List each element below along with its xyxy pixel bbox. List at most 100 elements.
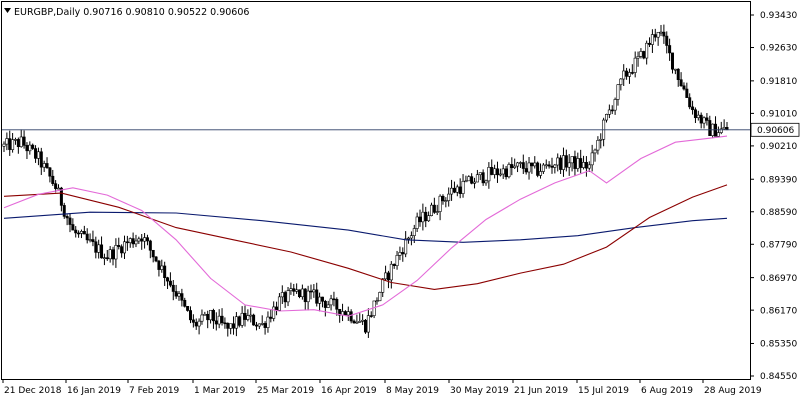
candle <box>143 233 147 249</box>
candle <box>214 312 218 331</box>
candle-body <box>154 256 158 262</box>
x-axis: 21 Dec 2018 16 Jan 2019 7 Feb 2019 1 Mar 20… <box>2 379 762 396</box>
candle-body <box>501 168 505 175</box>
candle <box>338 308 342 323</box>
candle <box>166 276 170 290</box>
candle-body <box>166 277 170 282</box>
candle <box>427 211 431 222</box>
candle-body <box>94 241 98 253</box>
candle-body <box>220 315 224 324</box>
candle-body <box>252 314 256 326</box>
candle-body <box>88 239 92 241</box>
candle <box>670 52 674 74</box>
candle-body <box>418 216 422 223</box>
candle <box>226 322 230 337</box>
candle-body <box>211 309 215 322</box>
candle <box>128 237 132 248</box>
candle <box>662 24 666 44</box>
candle <box>656 32 660 46</box>
candle-body <box>277 296 281 311</box>
candle-body <box>404 238 408 255</box>
candle-body <box>427 215 431 222</box>
candle-body <box>613 99 617 111</box>
candle-body <box>590 152 594 166</box>
candle-body <box>547 164 551 167</box>
candle-body <box>318 296 322 304</box>
candle <box>289 282 293 295</box>
candle-body <box>36 151 40 159</box>
candle-body <box>518 162 522 164</box>
candle <box>45 157 49 169</box>
candle-body <box>329 298 333 306</box>
candle <box>257 323 261 330</box>
candle-body <box>716 132 720 137</box>
candle-body <box>74 229 78 234</box>
candle <box>556 153 560 172</box>
candle <box>188 306 192 324</box>
candle <box>395 250 399 270</box>
candle-body <box>656 32 660 38</box>
candle <box>25 142 29 160</box>
current-price-line-layer: 0.90606 <box>2 122 800 137</box>
candle <box>180 288 184 307</box>
candle-body <box>559 157 563 170</box>
candle-body <box>194 322 198 327</box>
candle-body <box>587 164 591 169</box>
candle-body <box>108 249 112 260</box>
candle-body <box>232 323 236 329</box>
candle <box>369 311 373 318</box>
candle-body <box>693 109 697 119</box>
candle <box>332 291 336 307</box>
candle <box>593 148 597 162</box>
candle <box>404 231 408 258</box>
candle-body <box>564 155 568 168</box>
ma-slow-line <box>3 211 728 243</box>
candle-body <box>174 291 178 297</box>
candle-body <box>447 193 451 201</box>
candle <box>309 284 313 300</box>
candle <box>105 249 109 261</box>
candle <box>295 283 299 294</box>
candle <box>645 40 649 65</box>
candle <box>714 116 718 137</box>
candle-body <box>82 231 86 235</box>
candle-body <box>714 123 718 137</box>
candle <box>79 229 83 239</box>
candle <box>203 311 207 316</box>
candle-body <box>2 143 6 147</box>
y-tick-label: 0.92630 <box>760 44 797 54</box>
chart-header: EURGBP,Daily 0.90716 0.90810 0.90522 0.9… <box>4 7 249 18</box>
candle <box>123 235 127 259</box>
candle-body <box>298 289 302 298</box>
candle-body <box>642 51 646 59</box>
candle <box>320 296 324 308</box>
candle-body <box>495 168 499 176</box>
candle <box>461 174 465 198</box>
candle <box>232 316 236 335</box>
candle <box>384 265 388 281</box>
collapse-triangle-icon[interactable] <box>4 8 11 13</box>
candle <box>636 51 640 67</box>
candle-body <box>705 117 709 121</box>
candle-body <box>111 249 115 260</box>
candle <box>599 133 603 149</box>
candle <box>65 214 69 226</box>
candle <box>194 318 198 330</box>
candle <box>209 309 213 324</box>
candle <box>183 297 187 308</box>
candle <box>272 301 276 322</box>
candle <box>51 169 55 186</box>
candle-body <box>461 181 465 194</box>
ma-mid-line <box>3 184 728 290</box>
candle <box>300 284 304 300</box>
x-tick-label: 30 May 2019 <box>450 386 509 396</box>
candle <box>607 104 611 119</box>
candle-body <box>361 319 365 322</box>
candle-body <box>381 278 385 293</box>
candle-body <box>536 162 540 176</box>
candle-body <box>105 257 109 260</box>
candle <box>39 147 43 175</box>
candle <box>691 100 695 115</box>
candle-body <box>125 241 129 244</box>
candle <box>77 230 81 238</box>
